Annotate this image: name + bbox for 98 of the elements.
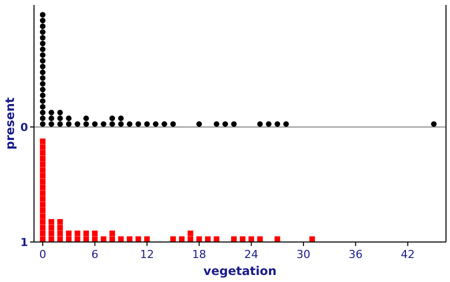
point: [74, 121, 80, 127]
point: [92, 230, 98, 236]
point: [40, 70, 46, 76]
point: [40, 190, 46, 196]
point: [40, 110, 46, 116]
x-tick-label: 6: [91, 248, 98, 261]
point: [40, 58, 46, 64]
x-tick-label: 0: [39, 248, 46, 261]
point: [57, 219, 63, 225]
point: [48, 219, 54, 225]
point: [40, 18, 46, 24]
point: [40, 230, 46, 236]
x-tick-label: 18: [192, 248, 206, 261]
point: [144, 236, 150, 242]
point: [40, 98, 46, 104]
point: [57, 121, 63, 127]
point: [40, 121, 46, 127]
point: [188, 230, 194, 236]
point: [188, 236, 194, 242]
point: [40, 162, 46, 168]
point: [257, 236, 263, 242]
point: [92, 121, 98, 127]
point: [100, 121, 106, 127]
point: [214, 236, 220, 242]
point: [214, 121, 220, 127]
point: [40, 202, 46, 208]
point: [40, 144, 46, 150]
point: [40, 52, 46, 58]
point: [40, 29, 46, 35]
point: [109, 121, 116, 127]
point: [118, 121, 124, 127]
point: [57, 224, 63, 230]
point: [431, 121, 437, 127]
point: [118, 116, 124, 122]
point: [109, 230, 116, 236]
point: [40, 196, 46, 202]
point: [40, 104, 46, 110]
x-tick-label: 24: [244, 248, 258, 261]
point: [48, 110, 54, 116]
point: [40, 184, 46, 190]
point: [274, 121, 280, 127]
point: [40, 173, 46, 179]
point: [48, 224, 54, 230]
point: [144, 121, 150, 127]
point: [283, 121, 289, 127]
point: [57, 230, 63, 236]
point: [162, 121, 168, 127]
point: [74, 236, 80, 242]
point: [40, 116, 46, 122]
point: [40, 23, 46, 30]
point: [48, 121, 54, 127]
point: [83, 116, 89, 122]
point: [40, 167, 46, 173]
point: [266, 121, 272, 127]
point: [109, 116, 116, 122]
point: [40, 40, 46, 46]
point: [83, 121, 89, 127]
point: [83, 230, 89, 236]
point: [40, 224, 46, 230]
point: [40, 219, 46, 225]
point: [66, 121, 72, 127]
point: [40, 86, 46, 92]
point: [40, 150, 46, 156]
point: [40, 178, 46, 184]
y-tick-label: 1: [20, 236, 28, 249]
point: [40, 34, 46, 41]
x-tick-label: 12: [140, 248, 154, 261]
point: [40, 64, 46, 70]
point: [40, 12, 46, 18]
point: [57, 110, 63, 116]
point: [231, 121, 237, 127]
x-tick-label: 42: [400, 248, 415, 261]
point: [136, 121, 142, 127]
point: [40, 213, 46, 219]
point: [40, 138, 46, 144]
point: [66, 116, 72, 122]
point: [222, 121, 228, 127]
point: [126, 121, 132, 127]
point: [40, 46, 46, 52]
point: [40, 208, 46, 214]
x-tick-label: 30: [296, 248, 310, 261]
point: [196, 121, 202, 127]
x-axis-title: vegetation: [203, 264, 277, 278]
point: [40, 156, 46, 162]
x-tick-label: 36: [348, 248, 363, 261]
point: [257, 121, 263, 127]
point: [57, 116, 63, 122]
point: [48, 116, 54, 122]
point: [48, 230, 54, 236]
point: [66, 230, 72, 236]
point: [40, 92, 46, 98]
y-axis-title: present: [3, 97, 17, 150]
point: [170, 121, 176, 127]
point: [40, 81, 46, 87]
point: [40, 75, 46, 81]
point: [74, 230, 80, 236]
point: [152, 121, 158, 127]
point: [100, 236, 106, 242]
